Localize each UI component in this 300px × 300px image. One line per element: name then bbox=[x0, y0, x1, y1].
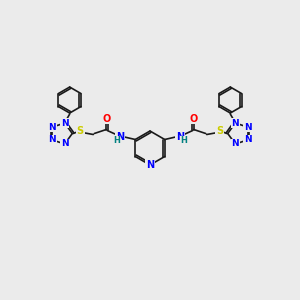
Text: H: H bbox=[113, 136, 120, 145]
Text: S: S bbox=[77, 127, 84, 136]
Text: H: H bbox=[180, 136, 187, 145]
Text: N: N bbox=[116, 131, 124, 142]
Text: N: N bbox=[49, 122, 56, 131]
Text: N: N bbox=[244, 136, 251, 145]
Text: N: N bbox=[176, 131, 184, 142]
Text: N: N bbox=[244, 122, 251, 131]
Text: N: N bbox=[232, 118, 239, 127]
Text: N: N bbox=[61, 118, 68, 127]
Text: N: N bbox=[61, 140, 68, 148]
Text: S: S bbox=[216, 127, 223, 136]
Text: N: N bbox=[146, 160, 154, 170]
Text: O: O bbox=[102, 113, 110, 124]
Text: N: N bbox=[232, 118, 239, 127]
Text: N: N bbox=[61, 118, 68, 127]
Text: N: N bbox=[49, 136, 56, 145]
Text: N: N bbox=[232, 140, 239, 148]
Text: O: O bbox=[190, 113, 198, 124]
